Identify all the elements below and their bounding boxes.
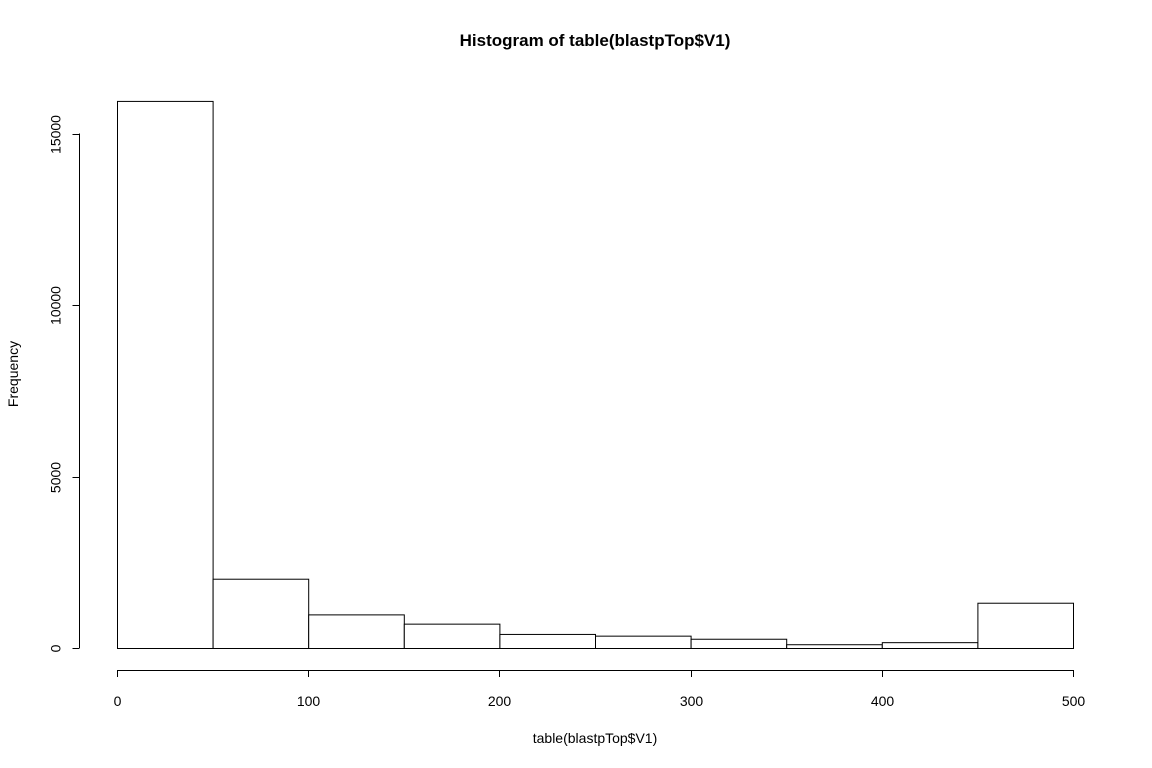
- y-tick-label-15000: 15000: [48, 115, 64, 154]
- x-tick-label-200: 200: [488, 693, 512, 709]
- x-tick-label-100: 100: [297, 693, 321, 709]
- y-tick-label-5000: 5000: [48, 462, 64, 493]
- x-tick-label-0: 0: [114, 693, 122, 709]
- x-axis: 0 100 200 300 400 500: [114, 670, 1086, 709]
- y-axis-label: Frequency: [5, 341, 21, 407]
- y-tick-label-10000: 10000: [48, 286, 64, 325]
- bars-group: [117, 100, 1075, 650]
- histogram-bar-6: [690, 638, 788, 650]
- x-axis-label: table(blastpTop$V1): [533, 730, 658, 746]
- histogram-bar-1: [212, 578, 310, 649]
- x-tick-label-400: 400: [871, 693, 895, 709]
- histogram-bar-5: [595, 635, 692, 649]
- y-tick-label-0: 0: [48, 644, 64, 652]
- histogram-bar-3: [403, 623, 501, 649]
- x-tick-label-500: 500: [1062, 693, 1086, 709]
- histogram-bar-0: [117, 100, 214, 650]
- histogram-bar-4: [499, 633, 596, 650]
- x-tick-label-300: 300: [680, 693, 704, 709]
- chart-title: Histogram of table(blastpTop$V1): [460, 31, 731, 50]
- histogram-bar-9: [977, 602, 1075, 649]
- y-axis: 0 5000 10000 15000: [48, 115, 80, 652]
- histogram-bar-8: [881, 642, 979, 650]
- histogram-bar-7: [786, 644, 883, 649]
- histogram-bar-2: [308, 614, 405, 649]
